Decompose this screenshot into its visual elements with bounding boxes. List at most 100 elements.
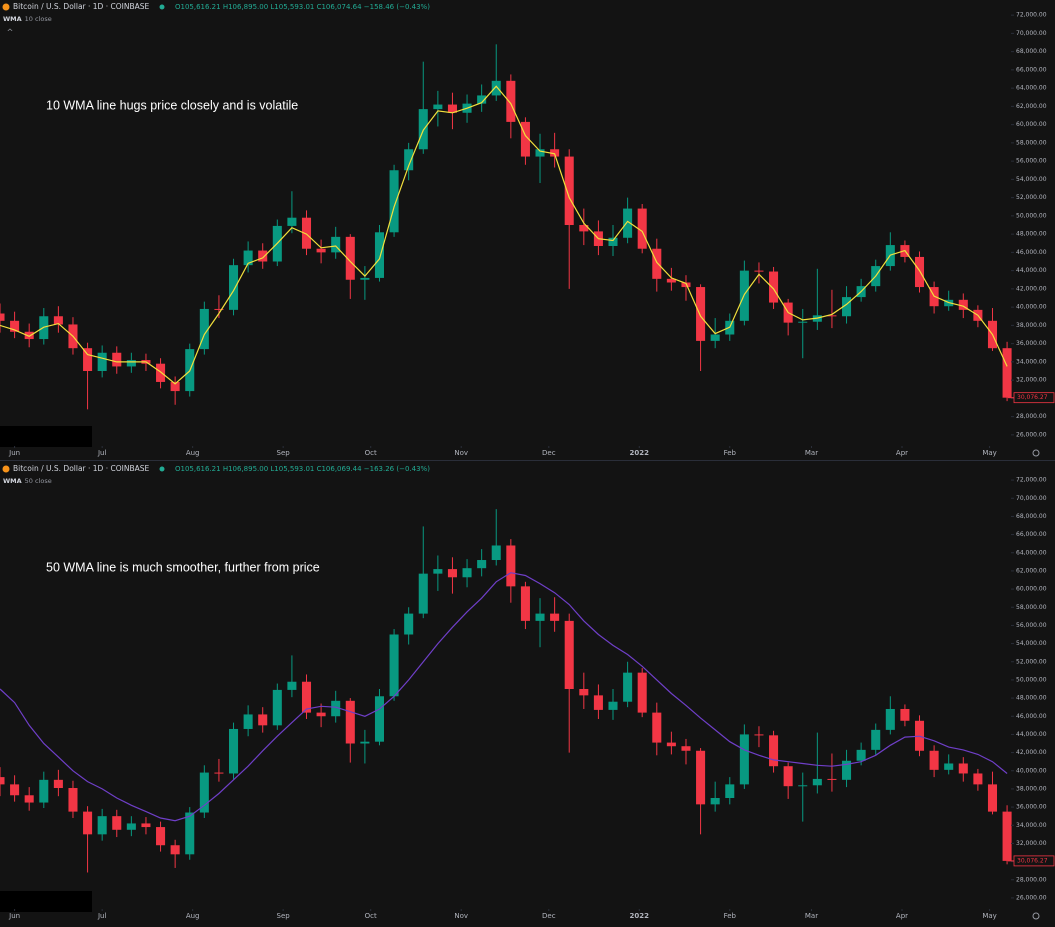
last-price-label: 30,076.27 bbox=[1017, 394, 1048, 401]
status-dot bbox=[159, 4, 165, 10]
y-tick-label: 54,000.00 bbox=[1016, 176, 1047, 183]
candle-body bbox=[68, 788, 78, 812]
candle-body bbox=[914, 256, 925, 288]
symbol-icon bbox=[2, 465, 10, 473]
candle-body bbox=[331, 700, 341, 717]
candle-body bbox=[97, 816, 107, 835]
y-tick-label: 28,000.00 bbox=[1016, 413, 1047, 420]
candle-body bbox=[710, 798, 720, 805]
plot bbox=[0, 44, 1012, 410]
candle-body bbox=[812, 778, 822, 786]
candle-body bbox=[871, 729, 881, 750]
y-tick-label: 70,000.00 bbox=[1016, 30, 1047, 37]
candle-body bbox=[783, 766, 793, 787]
y-tick-label: 64,000.00 bbox=[1016, 85, 1047, 92]
candle-body bbox=[666, 278, 676, 283]
y-tick-label: 64,000.00 bbox=[1016, 549, 1047, 556]
x-tick-label: Dec bbox=[542, 449, 556, 457]
indicator-inputs: 10 close bbox=[25, 15, 52, 23]
x-tick-label: Nov bbox=[454, 449, 468, 457]
candle-body bbox=[214, 772, 224, 774]
indicator-name: WMA bbox=[3, 477, 22, 485]
x-tick-label: Oct bbox=[365, 912, 377, 920]
y-tick-label: 50,000.00 bbox=[1016, 212, 1047, 219]
candle-body bbox=[739, 734, 749, 785]
settings-icon[interactable] bbox=[1032, 449, 1040, 457]
x-tick-label: Feb bbox=[724, 449, 737, 457]
wma-line bbox=[0, 85, 1008, 385]
candle-body bbox=[272, 689, 282, 726]
redaction-box bbox=[0, 891, 92, 912]
y-tick-label: 68,000.00 bbox=[1016, 48, 1047, 55]
plot bbox=[0, 509, 1012, 873]
candle-body bbox=[316, 248, 326, 253]
candle-body bbox=[1002, 348, 1012, 398]
y-tick-label: 68,000.00 bbox=[1016, 513, 1047, 520]
candle-body bbox=[112, 816, 122, 830]
candle-body bbox=[550, 149, 560, 157]
candle-body bbox=[258, 714, 268, 726]
candle-body bbox=[593, 695, 603, 710]
y-tick-label: 26,000.00 bbox=[1016, 431, 1047, 438]
candle-body bbox=[97, 352, 107, 371]
candle-body bbox=[1002, 811, 1012, 861]
candle-body bbox=[506, 545, 516, 587]
candle-body bbox=[156, 827, 166, 846]
candle-body bbox=[491, 545, 501, 561]
candle-body bbox=[112, 352, 122, 367]
settings-icon[interactable] bbox=[1032, 912, 1040, 920]
y-tick-label: 34,000.00 bbox=[1016, 822, 1047, 829]
candle-body bbox=[199, 772, 209, 813]
candle-body bbox=[156, 363, 166, 382]
x-tick-label: Mar bbox=[805, 449, 818, 457]
y-tick-label: 40,000.00 bbox=[1016, 767, 1047, 774]
candle-body bbox=[885, 708, 895, 730]
y-tick-label: 32,000.00 bbox=[1016, 840, 1047, 847]
candle-body bbox=[987, 784, 998, 812]
collapse-toggle[interactable]: ^ bbox=[7, 28, 14, 37]
candle-body bbox=[258, 250, 268, 262]
x-tick-label: Sep bbox=[277, 912, 291, 920]
y-tick-label: 44,000.00 bbox=[1016, 731, 1047, 738]
candle-body bbox=[39, 779, 49, 803]
candle-body bbox=[301, 217, 312, 249]
candle-body bbox=[316, 712, 326, 717]
y-tick-label: 48,000.00 bbox=[1016, 231, 1047, 238]
candle-body bbox=[345, 700, 355, 744]
candle-body bbox=[24, 331, 34, 340]
symbol-icon bbox=[2, 3, 10, 11]
candle-body bbox=[185, 812, 195, 855]
y-tick-label: 56,000.00 bbox=[1016, 158, 1047, 165]
candle-body bbox=[374, 232, 385, 278]
annotation: 10 WMA line hugs price closely and is vo… bbox=[46, 98, 298, 112]
candle-body bbox=[696, 287, 706, 341]
indicator-name: WMA bbox=[3, 15, 22, 23]
y-tick-label: 66,000.00 bbox=[1016, 66, 1047, 73]
x-tick-label: Aug bbox=[186, 912, 200, 920]
candle-body bbox=[447, 569, 457, 578]
y-tick-label: 40,000.00 bbox=[1016, 304, 1047, 311]
last-price-label: 30,076.27 bbox=[1017, 857, 1048, 864]
candle-body bbox=[681, 746, 691, 751]
candle-body bbox=[608, 701, 618, 710]
candle-body bbox=[608, 237, 618, 246]
candle-body bbox=[696, 750, 706, 805]
candle-body bbox=[433, 104, 443, 110]
x-tick-label: Sep bbox=[277, 449, 291, 457]
y-tick-label: 36,000.00 bbox=[1016, 804, 1047, 811]
candle-body bbox=[637, 672, 647, 713]
candle-body bbox=[10, 320, 20, 332]
candle-body bbox=[637, 208, 647, 249]
y-tick-label: 52,000.00 bbox=[1016, 658, 1047, 665]
candle-body bbox=[798, 785, 808, 787]
y-tick-label: 70,000.00 bbox=[1016, 495, 1047, 502]
x-tick-label: Feb bbox=[724, 912, 737, 920]
y-tick-label: 62,000.00 bbox=[1016, 103, 1047, 110]
candle-body bbox=[374, 696, 385, 742]
candle-body bbox=[243, 714, 253, 729]
y-tick-label: 62,000.00 bbox=[1016, 567, 1047, 574]
candle-body bbox=[53, 779, 63, 789]
y-tick-label: 28,000.00 bbox=[1016, 876, 1047, 883]
candle-body bbox=[331, 236, 341, 253]
